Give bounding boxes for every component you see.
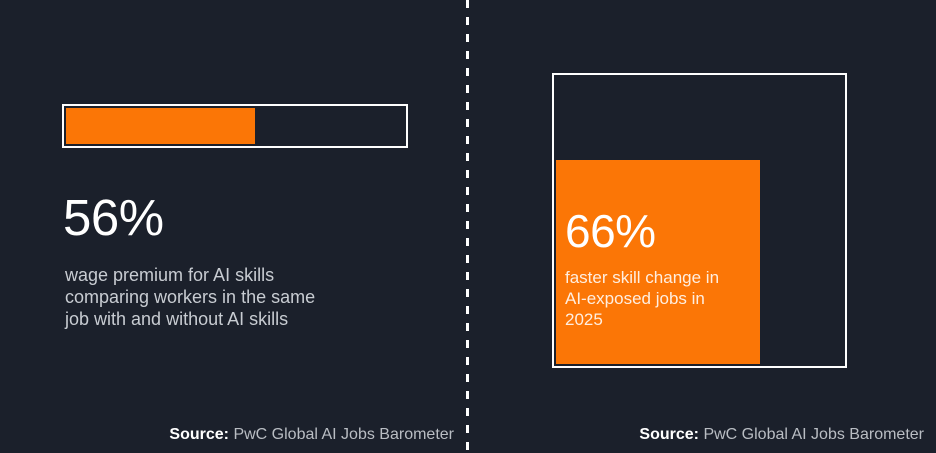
source-label: Source:	[639, 426, 699, 443]
stat-value-right: 66%	[565, 205, 656, 258]
description-line: wage premium for AI skills	[65, 265, 275, 285]
outline-square: 66% faster skill change in AI-exposed jo…	[552, 73, 847, 368]
left-stat-panel: 56% wage premium for AI skills comparing…	[62, 104, 454, 445]
source-attribution-left: Source: PwC Global AI Jobs Barometer	[169, 425, 454, 445]
description-line: AI-exposed jobs in	[565, 289, 705, 309]
stat-description-right: faster skill change in AI-exposed jobs i…	[565, 267, 754, 330]
filled-square: 66% faster skill change in AI-exposed jo…	[556, 160, 760, 364]
stat-description-left: wage premium for AI skills comparing wor…	[65, 264, 315, 330]
stat-value-left: 56%	[63, 189, 164, 246]
description-line: comparing workers in the same	[65, 287, 316, 307]
source-attribution-right: Source: PwC Global AI Jobs Barometer	[639, 425, 924, 445]
source-label: Source:	[169, 426, 229, 443]
description-line: 2025	[565, 310, 603, 330]
dashed-divider	[466, 0, 469, 453]
progress-bar-fill	[66, 108, 256, 144]
right-stat-panel: 66% faster skill change in AI-exposed jo…	[468, 0, 936, 453]
description-line: faster skill change in	[565, 268, 720, 288]
source-name: PwC Global AI Jobs Barometer	[703, 426, 924, 443]
source-name: PwC Global AI Jobs Barometer	[233, 426, 454, 443]
progress-bar	[62, 104, 408, 148]
description-line: job with and without AI skills	[65, 309, 289, 329]
